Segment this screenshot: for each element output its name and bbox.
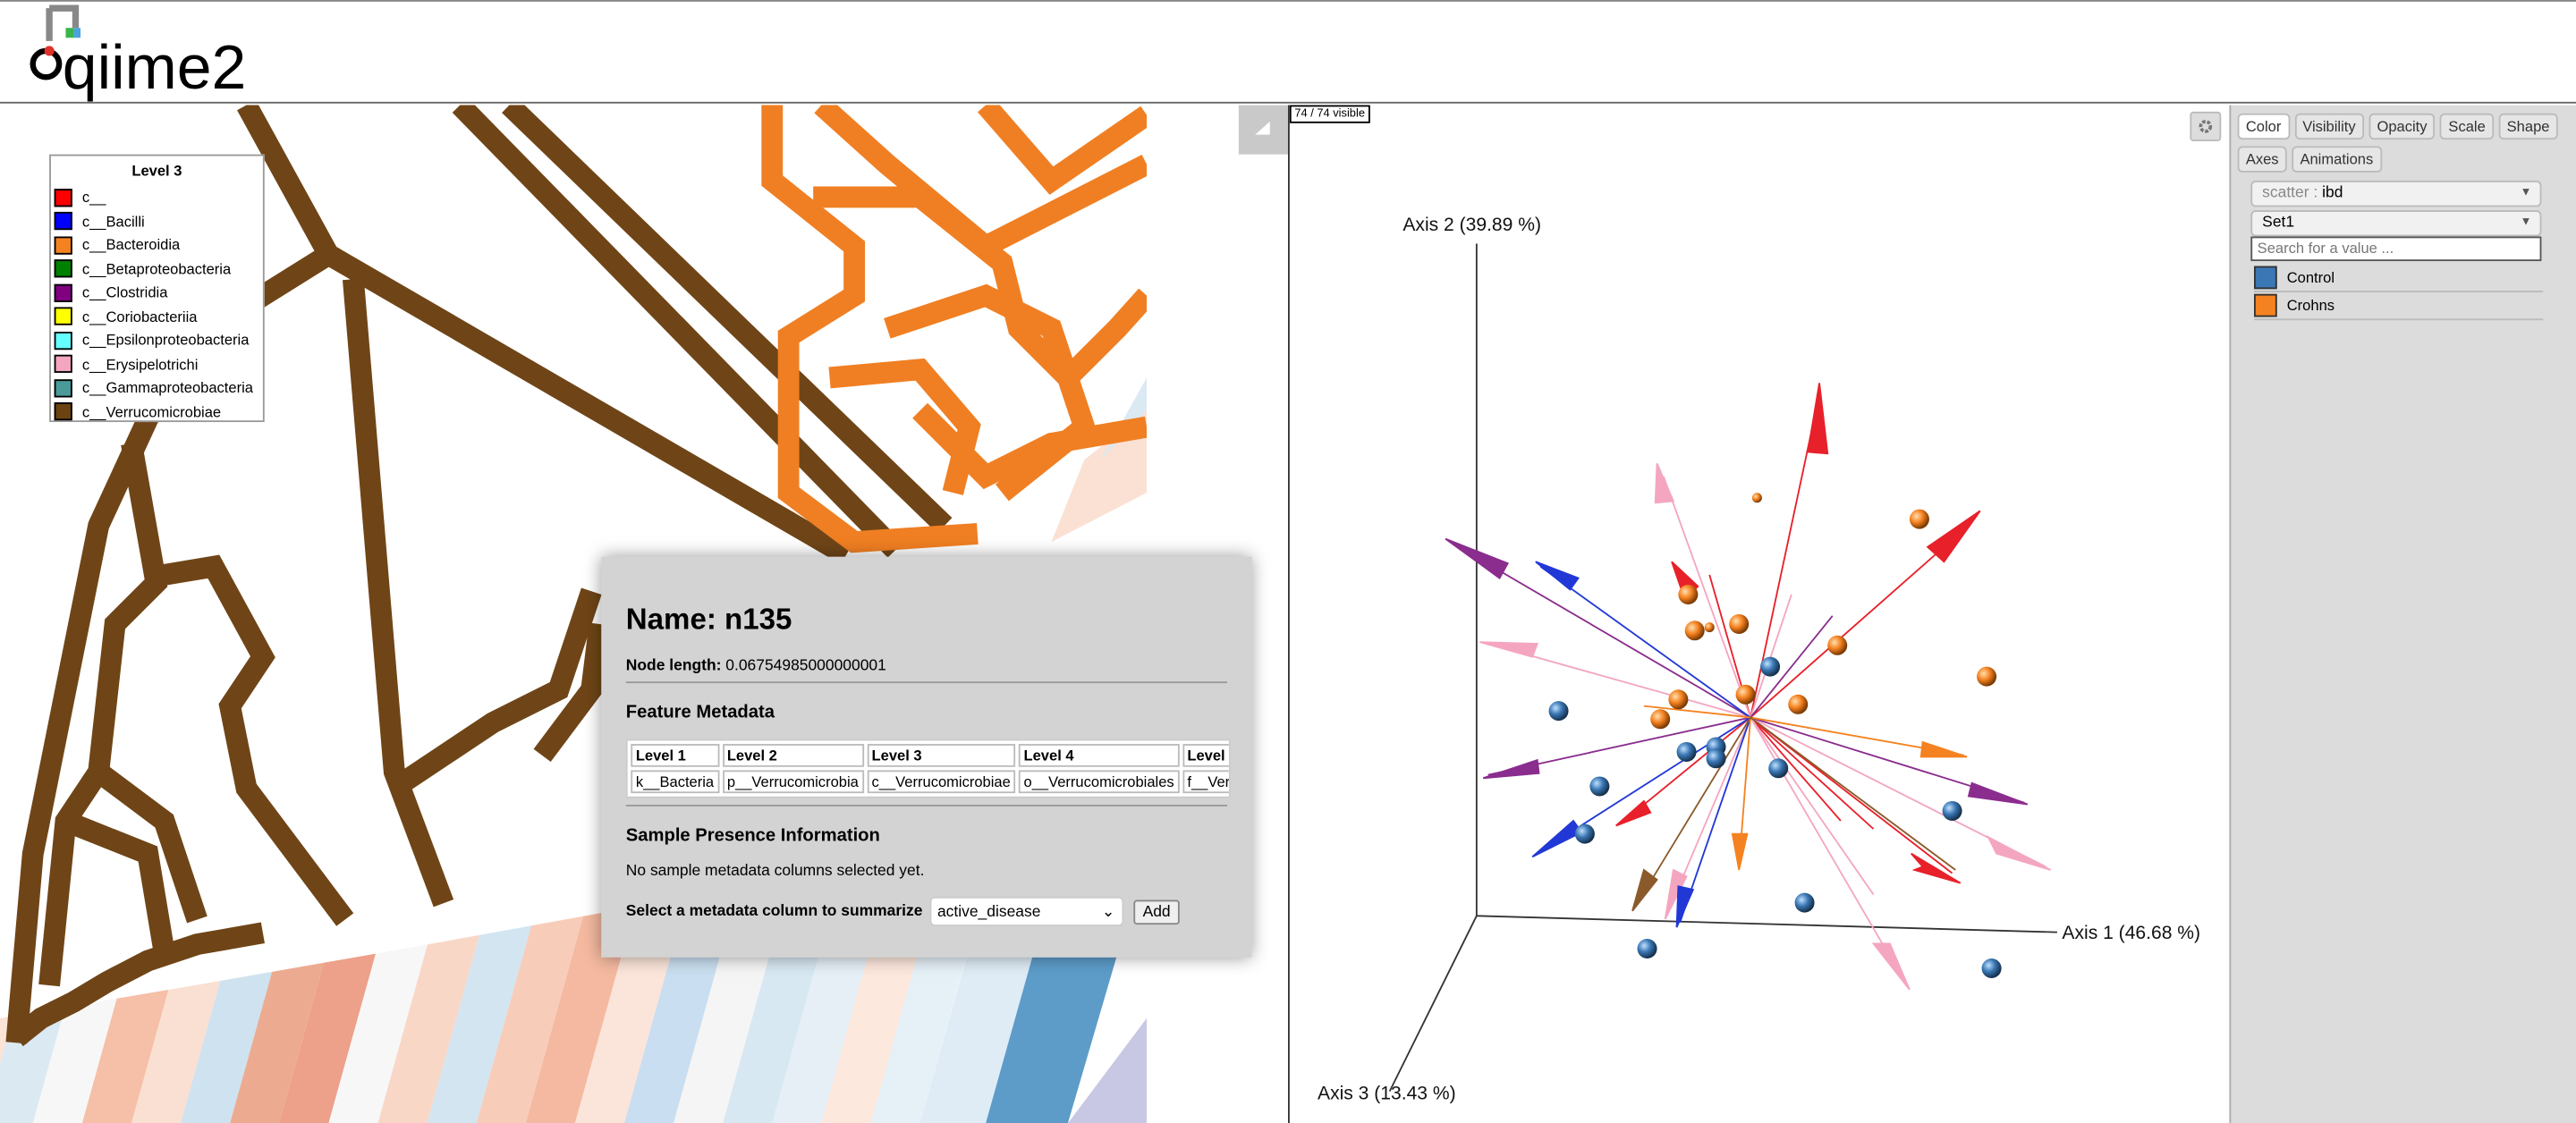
header-cell: Level 2 — [722, 744, 864, 767]
tab[interactable]: Shape — [2498, 113, 2558, 140]
category-label: Control — [2286, 268, 2335, 285]
legend-label: c__ — [81, 189, 106, 207]
tab[interactable]: Opacity — [2368, 113, 2436, 140]
value: 0.06754985000000001 — [725, 656, 886, 675]
legend-item: c__Epsilonproteobacteria — [51, 328, 263, 352]
heading: Sample Presence Information — [625, 825, 880, 846]
legend-label: c__Betaproteobacteria — [81, 260, 232, 277]
legend-swatch — [54, 307, 72, 326]
heading: Feature Metadata — [625, 703, 775, 723]
tab[interactable]: Animations — [2292, 146, 2382, 173]
biplot-arrows — [1445, 383, 2052, 991]
node-name: Name: n135 — [625, 603, 792, 636]
legend-swatch — [54, 188, 72, 207]
tab[interactable]: Visibility — [2294, 113, 2364, 140]
legend-item: c__Verrucomicrobiae — [51, 400, 263, 424]
cell: p__Verrucomicrobia — [722, 770, 864, 794]
legend-label: c__Erysipelotrichi — [81, 356, 199, 373]
legend-swatch — [54, 355, 72, 374]
axis-label: Axis 3 (13.43 %) — [1318, 1084, 1456, 1104]
category-swatch[interactable] — [2254, 265, 2277, 289]
legend-item: c__Gammaproteobacteria — [51, 376, 263, 401]
tree-clade — [761, 105, 1148, 553]
legend-swatch — [54, 283, 72, 302]
scatter-3d: Axis 2 (39.89 %) Axis 1 (46.68 %) Axis 3… — [1288, 105, 2200, 1123]
label: scatter : — [2262, 183, 2318, 202]
value: Set1 — [2262, 213, 2295, 232]
legend-item: c__Bacilli — [51, 209, 263, 233]
legend-item: c__ — [51, 186, 263, 210]
legend-label: c__Coriobacteriia — [81, 308, 198, 325]
select-row: Select a metadata column to summarize act… — [625, 896, 1227, 926]
samples — [1548, 493, 2002, 978]
tab[interactable]: Axes — [2237, 146, 2287, 173]
visible-count: 74 / 74 visible — [1289, 105, 1370, 123]
logo: qiime2 — [30, 4, 247, 102]
legend-label: c__Verrucomicrobiae — [81, 403, 222, 420]
legend-item: c__Betaproteobacteria — [51, 257, 263, 281]
node-length: Node length: 0.06754985000000001 — [626, 657, 1227, 675]
logo-text: qiime2 — [63, 32, 247, 102]
cell: o__Verrucomicrobiales — [1019, 770, 1180, 794]
label: Node length: — [625, 656, 722, 675]
tabs: Color Visibility Opacity Scale Shape Axes Anim… — [2237, 113, 2566, 173]
axes — [1388, 243, 2057, 1092]
legend-label: c__Epsilonproteobacteria — [81, 332, 250, 349]
category-swatch[interactable] — [2254, 292, 2277, 317]
category-label: Crohns — [2286, 296, 2335, 313]
tab[interactable]: Color — [2237, 113, 2290, 140]
header-cell: Level 5 — [1182, 744, 1229, 767]
header-cell: Level 1 — [631, 744, 719, 767]
axis-label: Axis 1 (46.68 %) — [2062, 923, 2200, 943]
tree-legend: Level 3 c__ c__Bacilli c__Bacteroidia c__Be… — [49, 154, 265, 424]
legend-label: c__Bacteroidia — [81, 236, 181, 254]
axis-label: Axis 2 (39.89 %) — [1402, 215, 1541, 235]
panel-toggle[interactable] — [1238, 105, 1289, 155]
value: ibd — [2322, 183, 2343, 202]
legend-swatch — [54, 331, 72, 350]
cell: k__Bacteria — [631, 770, 719, 794]
category-dropdown[interactable]: scatter : ibd ▼ — [2250, 181, 2542, 207]
add-button[interactable]: Add — [1132, 899, 1181, 925]
control-panel: Color Visibility Opacity Scale Shape Axes Anim… — [2229, 105, 2576, 1123]
cell: c__Verrucomicrobiae — [867, 770, 1016, 794]
search-input[interactable]: Search for a value ... — [2250, 236, 2542, 262]
header-cell: Level 4 — [1019, 744, 1180, 767]
legend-item: c__Erysipelotrichi — [51, 352, 263, 376]
legend-item: c__Coriobacteriia — [51, 305, 263, 329]
settings-button[interactable] — [2190, 111, 2222, 141]
node-popup: Name: n135 Node length: 0.06754985000000… — [601, 556, 1252, 958]
legend-title: Level 3 — [131, 162, 182, 180]
legend-items: c__ c__Bacilli c__Bacteroidia c__Betaproteo… — [51, 186, 263, 424]
legend-swatch — [54, 259, 72, 278]
header: qiime2 — [0, 0, 2576, 104]
metadata-select[interactable]: active_disease ⌄ — [928, 896, 1123, 926]
palette-dropdown[interactable]: Set1 ▼ — [2250, 210, 2542, 237]
tab[interactable]: Scale — [2440, 113, 2494, 140]
select-value: active_disease — [936, 903, 1041, 922]
note: No sample metadata columns selected yet. — [625, 862, 925, 881]
category-item: Control — [2254, 263, 2544, 292]
legend-item: c__Clostridia — [51, 281, 263, 305]
header-cell: Level 3 — [867, 744, 1016, 767]
cell: f__Verrucomicrobiaceae — [1182, 770, 1229, 794]
legend-swatch — [54, 236, 72, 255]
category-item: Crohns — [2254, 291, 2544, 321]
legend-swatch — [54, 402, 72, 421]
label: Select a metadata column to summarize — [625, 902, 923, 921]
legend-label: c__Bacilli — [81, 213, 145, 230]
legend-label: c__Clostridia — [81, 284, 168, 301]
legend-swatch — [54, 378, 72, 398]
legend-label: c__Gammaproteobacteria — [81, 379, 253, 397]
legend-swatch — [54, 212, 72, 231]
legend-item: c__Bacteroidia — [51, 233, 263, 258]
row: k__Bacteria p__Verrucomicrobia c__Verrucom… — [631, 770, 1229, 794]
